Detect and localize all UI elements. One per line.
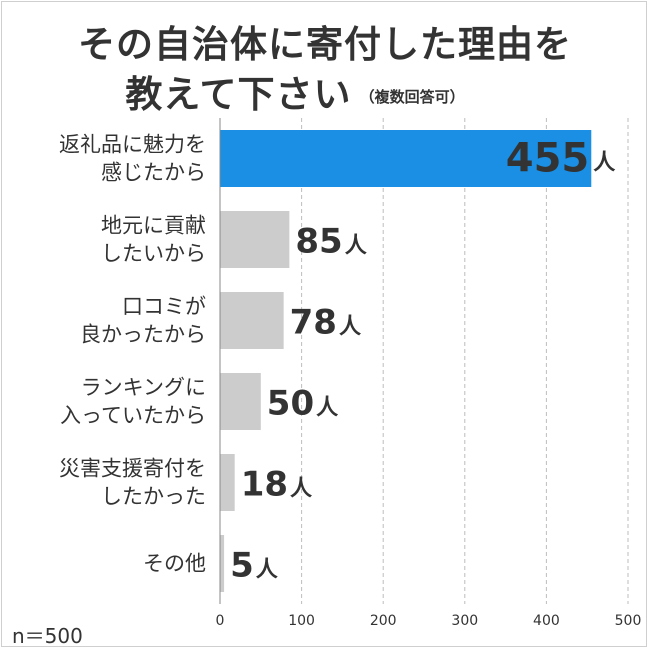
data-label: 455 <box>506 136 590 182</box>
x-tick-label: 200 <box>370 613 397 629</box>
bar <box>220 454 235 511</box>
category-label: 感じたから <box>101 161 206 185</box>
bar <box>220 535 225 592</box>
chart-title-line2: 教えて下さい （複数回答可） <box>0 64 620 118</box>
x-tick-label: 100 <box>288 613 315 629</box>
chart-title-note: （複数回答可） <box>359 88 465 106</box>
bar <box>220 292 284 349</box>
bar <box>220 130 592 187</box>
chart-title-text: 教えて下さい <box>125 73 352 116</box>
chart-title-line1: その自治体に寄付した理由を <box>78 23 572 66</box>
data-label: 5人 <box>230 546 278 586</box>
category-label: 返礼品に魅力を <box>59 133 206 157</box>
bar <box>220 373 261 430</box>
category-label: したいから <box>101 242 206 266</box>
data-label: 85人 <box>295 222 366 262</box>
data-label: 18人 <box>241 465 312 505</box>
category-label: 入っていたから <box>60 404 206 428</box>
x-tick-label: 0 <box>216 613 225 629</box>
data-unit-label: 人 <box>593 151 615 176</box>
bar <box>220 211 290 268</box>
category-label: ランキングに <box>81 376 206 400</box>
x-tick-label: 500 <box>615 613 642 629</box>
category-label: その他 <box>143 552 206 576</box>
category-label: 地元に貢献 <box>101 214 206 238</box>
x-tick-label: 400 <box>533 613 560 629</box>
category-label: 災害支援寄付を <box>59 457 206 481</box>
sample-size-label: n＝500 <box>12 624 83 648</box>
x-tick-label: 300 <box>451 613 478 629</box>
data-label: 50人 <box>267 384 338 424</box>
category-label: 良かったから <box>80 323 206 347</box>
category-label: 口コミが <box>122 295 206 319</box>
category-label: したかった <box>101 485 206 509</box>
data-label: 78人 <box>290 303 361 343</box>
